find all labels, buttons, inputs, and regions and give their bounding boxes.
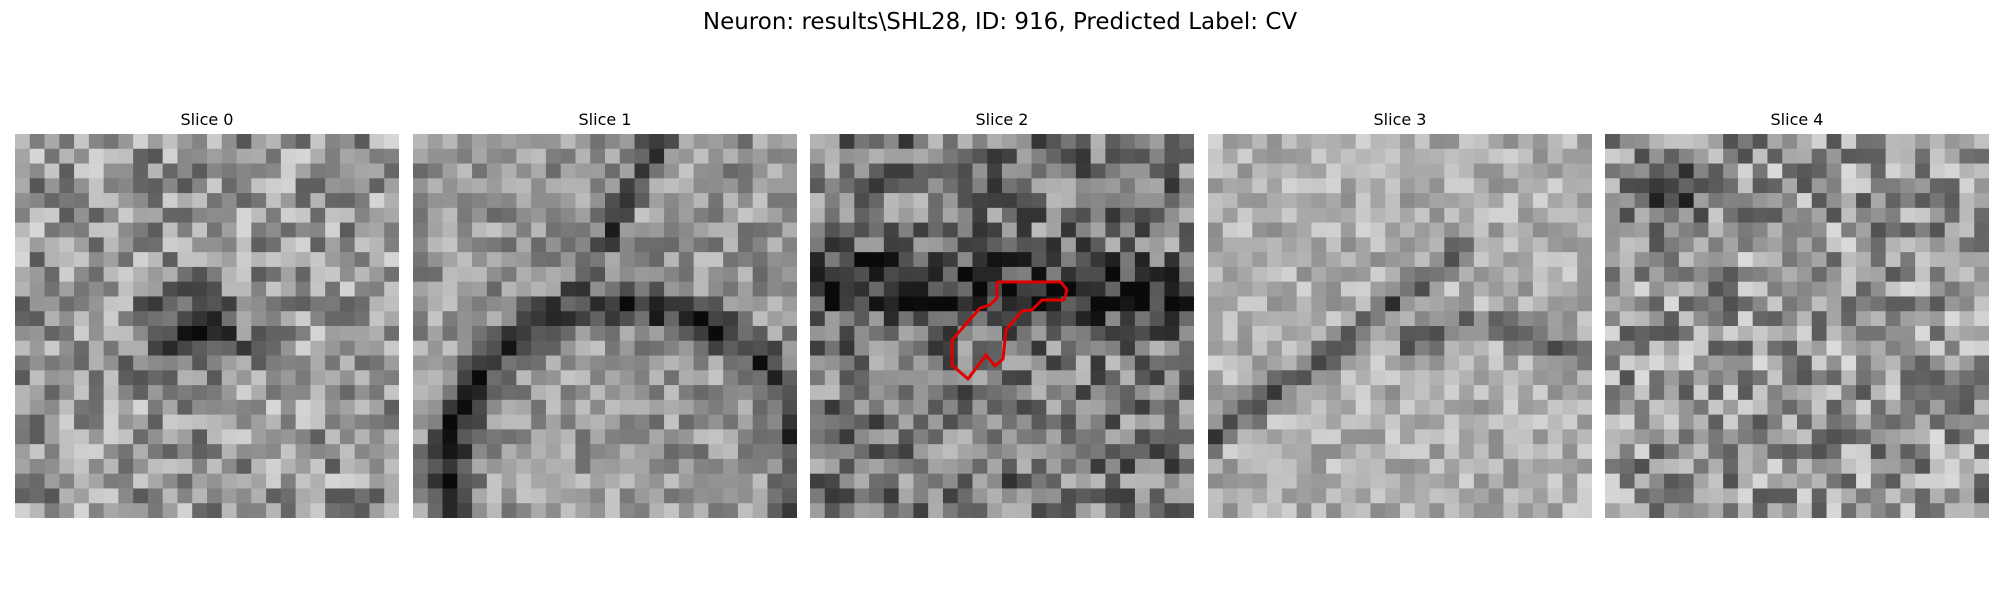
slice-panel-1: Slice 1 — [413, 110, 797, 518]
slice-image — [413, 134, 797, 518]
slice-title: Slice 4 — [1770, 110, 1824, 129]
slice-title: Slice 2 — [975, 110, 1029, 129]
slice-image — [1208, 134, 1592, 518]
slice-title: Slice 3 — [1373, 110, 1427, 129]
slice-title: Slice 1 — [578, 110, 632, 129]
slice-title: Slice 0 — [180, 110, 234, 129]
slice-image — [1605, 134, 1989, 518]
slice-image — [15, 134, 399, 518]
slice-panel-2: Slice 2 — [810, 110, 1194, 518]
slice-panel-3: Slice 3 — [1208, 110, 1592, 518]
roi-contour — [950, 280, 1069, 381]
slice-panel-4: Slice 4 — [1605, 110, 1989, 518]
figure-title: Neuron: results\SHL28, ID: 916, Predicte… — [702, 9, 1298, 35]
slice-panel-0: Slice 0 — [15, 110, 399, 518]
slice-image — [810, 134, 1194, 518]
